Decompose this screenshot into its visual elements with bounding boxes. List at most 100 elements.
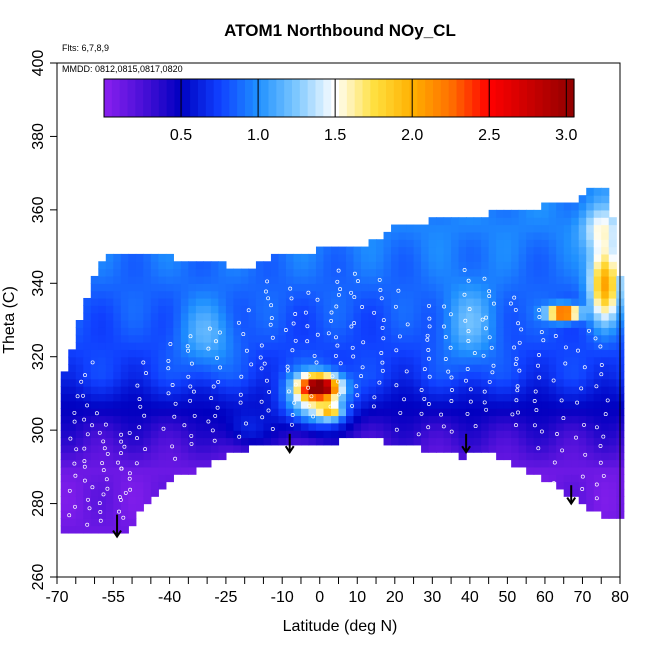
heatmap-cell — [578, 393, 587, 402]
sample-point — [102, 446, 107, 451]
heatmap-cell — [68, 510, 77, 519]
sample-point — [539, 330, 544, 335]
heatmap-cell — [541, 217, 550, 226]
sample-point — [371, 404, 376, 409]
heatmap-cell — [203, 378, 212, 387]
heatmap-cell — [248, 283, 257, 292]
colorbar-swatch — [307, 79, 317, 117]
heatmap-cell — [135, 290, 144, 299]
heatmap-cell — [503, 422, 512, 431]
heatmap-cell — [218, 378, 227, 387]
heatmap-cell — [143, 327, 152, 336]
heatmap-cell — [165, 415, 174, 424]
heatmap-cell — [361, 371, 370, 380]
heatmap-cell — [428, 364, 437, 372]
heatmap-cell — [120, 488, 129, 497]
heatmap-cell — [83, 503, 92, 512]
heatmap-cell — [165, 452, 174, 461]
heatmap-cell — [180, 466, 189, 475]
heatmap-cell — [255, 378, 265, 387]
heatmap-cell — [203, 364, 212, 372]
sample-point — [561, 416, 566, 421]
heatmap-cell — [533, 268, 542, 277]
sample-point — [67, 488, 72, 493]
heatmap-cell — [105, 297, 114, 306]
heatmap-cell — [496, 430, 505, 439]
colorbar-swatch — [315, 79, 324, 117]
heatmap-cell — [285, 297, 295, 306]
sample-point — [598, 344, 603, 349]
x-tick-label: 70 — [574, 589, 592, 606]
heatmap-cell — [308, 261, 317, 270]
heatmap-cell — [451, 437, 460, 446]
heatmap-cell — [210, 364, 219, 372]
heatmap-cell — [526, 393, 535, 402]
x-tick-label: 60 — [536, 589, 554, 606]
heatmap-cell — [458, 312, 467, 321]
heatmap-cell — [150, 364, 159, 372]
heatmap-cell — [218, 437, 227, 446]
sample-point — [349, 324, 354, 329]
heatmap-cell — [458, 327, 467, 336]
colorbar-swatch — [527, 79, 536, 117]
heatmap-cell — [511, 371, 520, 380]
heatmap-cell — [158, 393, 167, 402]
heatmap-cell — [548, 474, 557, 483]
heatmap-cell — [428, 283, 437, 292]
heatmap-cell — [518, 415, 527, 424]
heatmap-cell — [511, 393, 520, 402]
heatmap-cell — [165, 253, 174, 262]
heatmap-cell — [105, 474, 114, 483]
heatmap-cell — [451, 327, 460, 336]
heatmap-cell — [488, 327, 497, 336]
heatmap-cell — [593, 253, 602, 262]
heatmap-cell — [353, 275, 362, 284]
heatmap-cell — [541, 386, 550, 395]
heatmap-cell — [83, 422, 92, 431]
heatmap-cell — [533, 430, 542, 439]
heatmap-cell — [255, 400, 265, 409]
heatmap-cell — [601, 290, 610, 299]
heatmap-cell — [578, 496, 587, 505]
heatmap-cell — [263, 297, 272, 306]
heatmap-cell — [563, 231, 572, 240]
heatmap-cell — [330, 400, 340, 409]
heatmap-cell — [323, 422, 332, 431]
heatmap-cell — [255, 268, 265, 277]
heatmap-cell — [586, 334, 595, 343]
sample-point — [519, 327, 524, 332]
heatmap-cell — [481, 327, 490, 336]
heatmap-cell — [68, 488, 77, 497]
sample-point — [575, 400, 580, 405]
heatmap-cell — [60, 474, 69, 483]
heatmap-cell — [511, 246, 520, 255]
sample-point — [448, 312, 453, 317]
heatmap-cell — [68, 452, 77, 461]
heatmap-cell — [601, 481, 610, 490]
heatmap-cell — [315, 364, 325, 372]
heatmap-cell — [353, 261, 362, 270]
heatmap-cell — [466, 312, 475, 321]
heatmap-cell — [518, 459, 527, 468]
heatmap-cell — [158, 459, 167, 468]
heatmap-cell — [541, 393, 550, 402]
heatmap-cell — [511, 400, 520, 409]
heatmap-cell — [413, 430, 422, 439]
heatmap-cell — [98, 378, 107, 387]
heatmap-cell — [300, 312, 310, 321]
heatmap-cell — [571, 466, 580, 475]
heatmap-cell — [556, 253, 565, 262]
sample-point — [360, 365, 365, 370]
heatmap-cell — [458, 371, 467, 380]
sample-point — [464, 378, 468, 383]
heatmap-cell — [180, 312, 189, 321]
heatmap-cell — [368, 430, 377, 439]
heatmap-cell — [406, 378, 415, 387]
sample-point — [86, 497, 90, 502]
heatmap-cell — [263, 400, 272, 409]
heatmap-cell — [195, 415, 204, 424]
heatmap-cell — [285, 275, 295, 284]
heatmap-cell — [173, 334, 182, 343]
heatmap-cell — [406, 334, 415, 343]
heatmap-cell — [533, 378, 542, 387]
